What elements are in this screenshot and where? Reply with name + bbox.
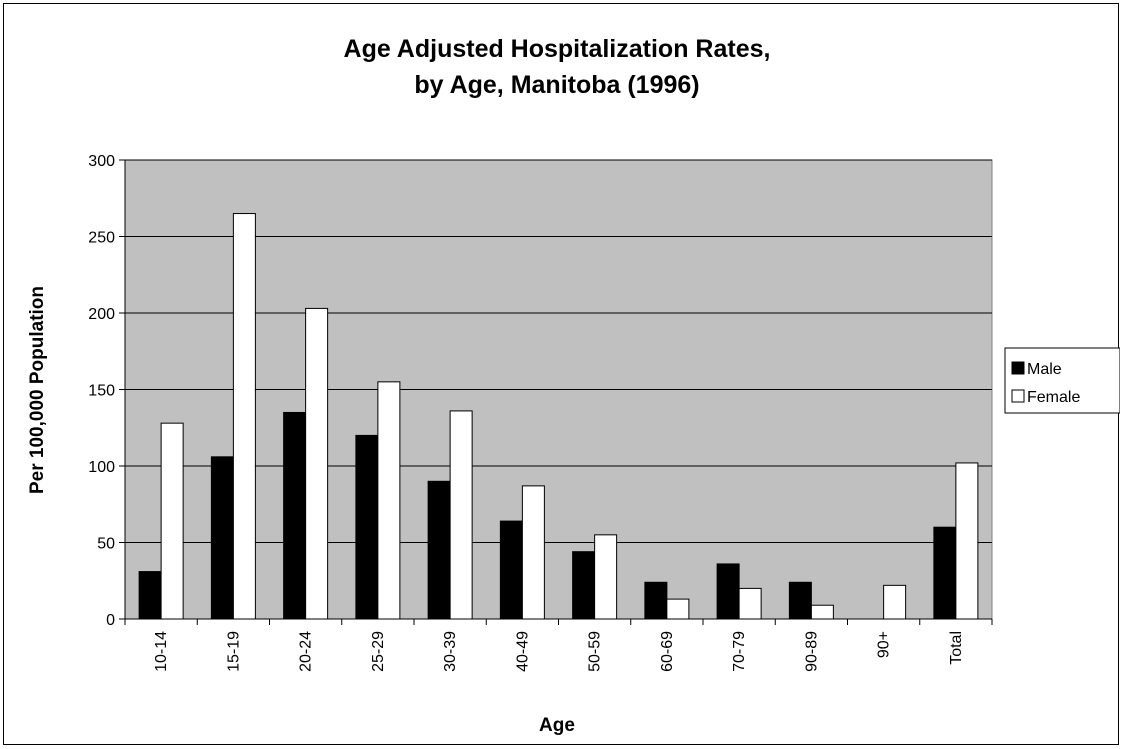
bar-female-20-24 xyxy=(305,307,329,620)
bar-male-25-29 xyxy=(355,434,379,620)
x-tick-label: Total xyxy=(948,631,965,665)
x-tick-label: 70-79 xyxy=(731,631,748,672)
chart-title-line-1: Age Adjusted Hospitalization Rates, xyxy=(344,35,771,63)
legend-swatch-male xyxy=(1011,361,1025,375)
y-tick-label: 250 xyxy=(88,230,115,247)
x-tick-label: 50-59 xyxy=(587,631,604,672)
legend: Male Female xyxy=(1004,347,1120,414)
y-tick-label: 0 xyxy=(106,612,115,629)
bar-male-50-59 xyxy=(572,551,596,620)
y-tick-label: 300 xyxy=(88,153,115,170)
y-tick-label: 150 xyxy=(88,383,115,400)
bar-female-50-59 xyxy=(594,534,618,620)
bar-male-10-14 xyxy=(138,571,162,620)
bar-male-20-24 xyxy=(283,411,307,620)
bar-female-30-39 xyxy=(449,410,473,620)
bar-female-40-49 xyxy=(521,485,545,620)
bar-female-10-14 xyxy=(160,422,184,620)
bar-female-15-19 xyxy=(232,213,256,620)
x-tick-label: 90+ xyxy=(876,631,893,658)
bar-male-30-39 xyxy=(427,480,451,620)
bar-male-60-69 xyxy=(644,581,668,620)
bar-female-60-69 xyxy=(666,598,690,620)
x-tick-label: 25-29 xyxy=(370,631,387,672)
x-tick-label: 60-69 xyxy=(659,631,676,672)
legend-swatch-female xyxy=(1011,389,1025,403)
x-tick-label: 90-89 xyxy=(803,631,820,672)
bar-male-90-89 xyxy=(788,581,812,620)
y-axis-title: Per 100,000 Population xyxy=(27,286,48,494)
chart-frame: Age Adjusted Hospitalization Rates, by A… xyxy=(3,3,1120,745)
y-tick-label: 200 xyxy=(88,306,115,323)
bar-male-40-49 xyxy=(499,520,523,620)
legend-label-female: Female xyxy=(1027,389,1080,406)
x-tick-label: 30-39 xyxy=(442,631,459,672)
bar-female-Total xyxy=(955,462,979,620)
x-axis-title: Age xyxy=(539,715,575,736)
bar-male-Total xyxy=(933,526,957,620)
y-tick-label: 100 xyxy=(88,459,115,476)
x-tick-label: 20-24 xyxy=(298,631,315,672)
bar-male-70-79 xyxy=(716,563,740,620)
bar-female-90+ xyxy=(883,584,907,620)
legend-label-male: Male xyxy=(1027,361,1062,378)
y-tick-label: 50 xyxy=(97,536,115,553)
x-tick-label: 40-49 xyxy=(514,631,531,672)
chart-title-line-2: by Age, Manitoba (1996) xyxy=(414,71,699,99)
bar-female-90-89 xyxy=(810,604,834,620)
bar-female-25-29 xyxy=(377,381,401,620)
x-tick-label: 10-14 xyxy=(153,631,170,672)
x-tick-label: 15-19 xyxy=(225,631,242,672)
bar-female-70-79 xyxy=(738,587,762,620)
bar-male-15-19 xyxy=(210,456,234,620)
bar-chart: Age Adjusted Hospitalization Rates, by A… xyxy=(27,35,1120,736)
